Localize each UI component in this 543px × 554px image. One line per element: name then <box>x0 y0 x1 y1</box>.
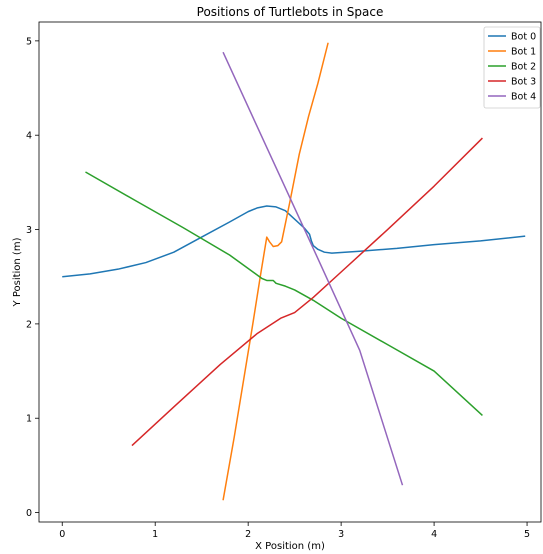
x-tick-label: 1 <box>152 529 158 540</box>
y-tick-label: 5 <box>26 36 32 47</box>
series-line-bot-4 <box>222 51 404 486</box>
legend-entry-label: Bot 1 <box>511 47 536 58</box>
legend-entry-label: Bot 3 <box>511 77 536 88</box>
y-tick-label: 2 <box>26 319 32 330</box>
legend-entry-label: Bot 0 <box>511 32 536 43</box>
series-line-bot-0 <box>62 205 526 278</box>
y-tick-label: 4 <box>26 131 32 142</box>
y-tick-label: 0 <box>26 508 32 519</box>
plot-area <box>38 21 542 523</box>
series-line-bot-1 <box>222 42 329 501</box>
y-axis-label: Y Position (m) <box>12 237 23 307</box>
legend-entry-label: Bot 4 <box>511 92 536 103</box>
plot-frame <box>38 21 542 523</box>
x-axis: 0 1 2 3 4 5 <box>59 522 530 540</box>
series-line-bot-3 <box>131 137 483 447</box>
x-tick-label: 0 <box>59 529 65 540</box>
x-tick-label: 4 <box>431 529 437 540</box>
y-tick-label: 1 <box>26 414 32 425</box>
x-axis-label: X Position (m) <box>255 541 325 552</box>
y-axis: 0 1 2 3 4 5 <box>26 36 39 519</box>
x-tick-label: 3 <box>338 529 344 540</box>
chart-title: Positions of Turtlebots in Space <box>197 5 384 19</box>
x-tick-label: 2 <box>245 529 251 540</box>
series-line-bot-2 <box>85 171 483 416</box>
legend-box <box>483 26 541 109</box>
y-tick-label: 3 <box>26 225 32 236</box>
legend-entry-label: Bot 2 <box>511 62 536 73</box>
legend: Bot 0 Bot 1 Bot 2 Bot 3 Bot 4 <box>483 26 541 109</box>
x-tick-label: 5 <box>524 529 530 540</box>
